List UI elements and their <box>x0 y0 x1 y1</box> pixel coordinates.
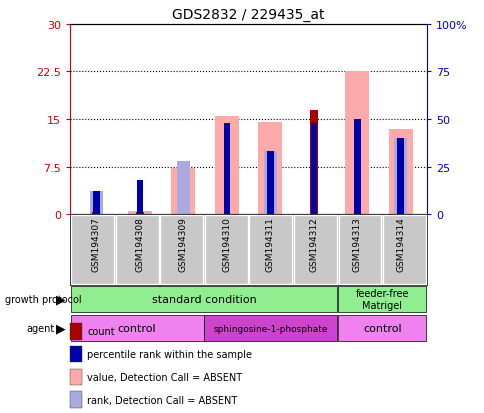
Bar <box>71 316 203 341</box>
Bar <box>204 316 336 341</box>
Text: GSM194312: GSM194312 <box>309 217 318 271</box>
Bar <box>309 110 317 215</box>
Bar <box>388 129 412 215</box>
Bar <box>93 192 100 215</box>
Bar <box>204 216 247 284</box>
Bar <box>128 211 151 215</box>
Bar <box>337 316 425 341</box>
Text: standard condition: standard condition <box>151 294 256 304</box>
Text: feeder-free
Matrigel: feeder-free Matrigel <box>355 289 408 310</box>
Text: GSM194309: GSM194309 <box>179 217 187 272</box>
Text: growth protocol: growth protocol <box>5 294 81 304</box>
Bar <box>249 216 292 284</box>
Bar <box>293 216 336 284</box>
Text: GSM194310: GSM194310 <box>222 217 231 272</box>
Title: GDS2832 / 229435_at: GDS2832 / 229435_at <box>172 8 324 22</box>
Text: percentile rank within the sample: percentile rank within the sample <box>87 349 252 359</box>
Text: GSM194313: GSM194313 <box>352 217 361 272</box>
Text: sphingosine-1-phosphate: sphingosine-1-phosphate <box>213 324 327 333</box>
Bar <box>71 287 336 313</box>
Bar <box>171 169 195 215</box>
Text: GSM194311: GSM194311 <box>265 217 274 272</box>
Bar <box>258 123 282 215</box>
Bar <box>160 216 203 284</box>
Bar <box>223 123 229 215</box>
Bar <box>382 216 425 284</box>
Bar <box>177 161 189 215</box>
Bar <box>393 139 407 215</box>
Bar <box>214 116 238 215</box>
Bar <box>116 216 158 284</box>
Bar <box>92 212 100 215</box>
Text: rank, Detection Call = ABSENT: rank, Detection Call = ABSENT <box>87 395 237 405</box>
Bar <box>310 123 317 215</box>
Text: agent: agent <box>27 323 55 333</box>
Bar <box>136 180 143 215</box>
Bar <box>353 120 360 215</box>
Bar <box>396 139 403 215</box>
Bar <box>337 287 425 313</box>
Text: value, Detection Call = ABSENT: value, Detection Call = ABSENT <box>87 372 242 382</box>
Text: count: count <box>87 327 115 337</box>
Text: ▶: ▶ <box>56 322 65 335</box>
Text: GSM194307: GSM194307 <box>92 217 101 272</box>
Bar <box>90 192 103 215</box>
Text: control: control <box>118 323 156 333</box>
Text: control: control <box>362 323 401 333</box>
Bar <box>263 152 276 215</box>
Text: GSM194308: GSM194308 <box>135 217 144 272</box>
Bar <box>71 216 114 284</box>
Bar <box>267 152 273 215</box>
Text: ▶: ▶ <box>56 293 65 306</box>
Bar <box>136 212 143 215</box>
Text: GSM194314: GSM194314 <box>395 217 404 271</box>
Bar <box>345 72 368 215</box>
Bar <box>338 216 380 284</box>
